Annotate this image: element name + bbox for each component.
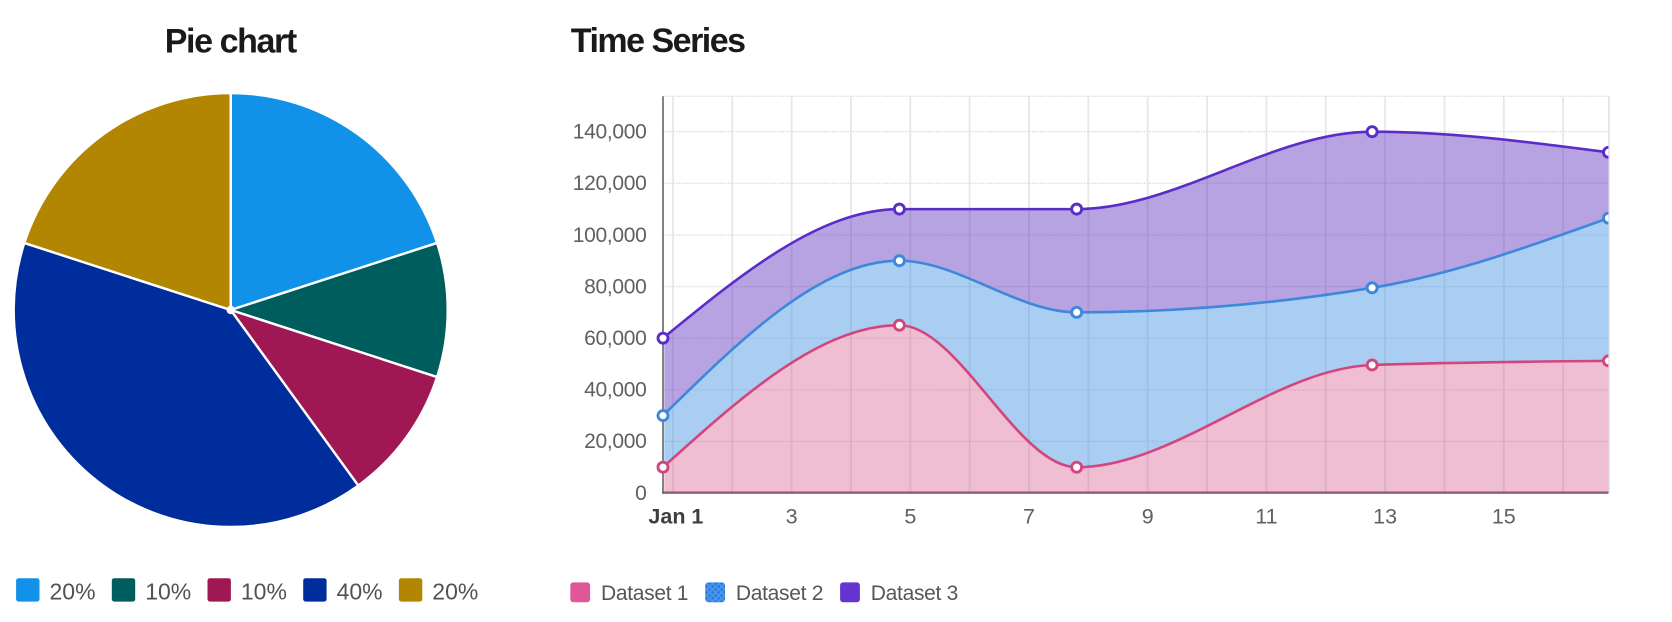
svg-text:Pie chart: Pie chart (165, 22, 297, 60)
svg-text:10%: 10% (241, 579, 287, 605)
svg-text:0: 0 (635, 482, 646, 505)
svg-text:11: 11 (1255, 505, 1277, 529)
svg-text:40,000: 40,000 (584, 379, 646, 402)
svg-text:20,000: 20,000 (584, 430, 646, 453)
svg-text:10%: 10% (145, 579, 191, 605)
svg-text:60,000: 60,000 (584, 327, 646, 350)
svg-text:100,000: 100,000 (573, 224, 647, 247)
svg-text:5: 5 (904, 505, 916, 529)
svg-text:Jan 1: Jan 1 (648, 505, 703, 529)
svg-text:Dataset 3: Dataset 3 (871, 582, 958, 605)
svg-text:140,000: 140,000 (573, 121, 647, 144)
svg-text:9: 9 (1142, 505, 1154, 529)
svg-text:13: 13 (1373, 505, 1397, 529)
svg-text:20%: 20% (50, 579, 96, 605)
svg-text:40%: 40% (337, 579, 383, 605)
svg-text:Dataset 1: Dataset 1 (601, 582, 688, 605)
svg-text:Dataset 2: Dataset 2 (736, 582, 823, 605)
svg-text:120,000: 120,000 (573, 172, 647, 195)
svg-text:15: 15 (1492, 505, 1516, 529)
svg-text:Time Series: Time Series (571, 22, 745, 60)
svg-text:20%: 20% (432, 579, 478, 605)
svg-text:7: 7 (1023, 505, 1035, 529)
svg-text:80,000: 80,000 (584, 275, 646, 298)
svg-text:3: 3 (786, 505, 798, 529)
